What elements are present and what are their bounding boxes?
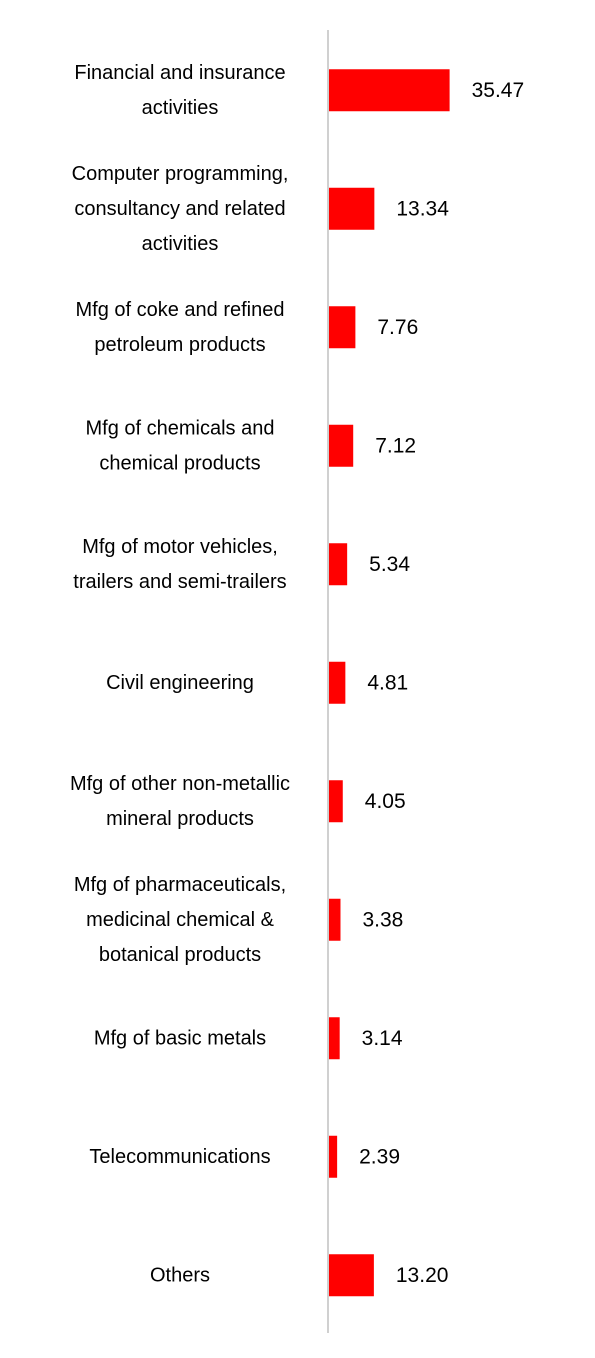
bar-6 <box>329 780 343 823</box>
category-label-line: Computer programming, <box>72 163 289 185</box>
category-label-line: Others <box>150 1264 210 1286</box>
category-label-3: Mfg of chemicals and chemical products <box>86 417 275 474</box>
bar-7 <box>329 898 341 941</box>
category-label-line: mineral products <box>106 808 254 830</box>
bar-9 <box>329 1135 338 1178</box>
category-label-10: Others <box>150 1264 210 1286</box>
value-label-7: 3.38 <box>362 908 403 931</box>
category-label-line: consultancy and related <box>74 198 285 220</box>
bar-1 <box>329 187 375 230</box>
bars-layer <box>329 69 450 1297</box>
category-label-line: activities <box>142 97 219 119</box>
category-label-line: chemical products <box>99 452 260 474</box>
category-label-line: Financial and insurance <box>74 62 285 84</box>
category-label-line: activities <box>142 233 219 255</box>
category-label-2: Mfg of coke and refined petroleum product… <box>75 299 284 356</box>
category-label-line: Telecommunications <box>89 1146 270 1168</box>
bar-8 <box>329 1017 340 1060</box>
category-label-4: Mfg of motor vehicles, trailers and semi-… <box>73 536 286 593</box>
category-label-7: Mfg of pharmaceuticals, medicinal chemica… <box>74 874 286 966</box>
category-label-line: Mfg of coke and refined <box>75 299 284 321</box>
value-label-8: 3.14 <box>362 1027 403 1050</box>
category-label-line: petroleum products <box>94 334 265 356</box>
category-label-6: Mfg of other non-metallic mineral product… <box>70 773 290 830</box>
category-label-line: Mfg of other non-metallic <box>70 773 290 795</box>
bar-0 <box>329 69 450 112</box>
category-label-line: medicinal chemical & <box>86 909 275 931</box>
value-label-9: 2.39 <box>359 1145 400 1168</box>
value-label-3: 7.12 <box>375 434 416 457</box>
category-label-line: Civil engineering <box>106 672 254 694</box>
category-label-9: Telecommunications <box>89 1146 270 1168</box>
category-label-line: Mfg of chemicals and <box>86 417 275 439</box>
category-label-8: Mfg of basic metals <box>94 1027 266 1049</box>
bar-3 <box>329 424 354 467</box>
category-label-1: Computer programming, consultancy and rel… <box>72 163 289 255</box>
value-label-2: 7.76 <box>377 316 418 339</box>
bar-4 <box>329 543 348 586</box>
bar-5 <box>329 661 346 704</box>
category-label-0: Financial and insurance activities <box>74 62 285 119</box>
value-label-0: 35.47 <box>472 79 525 102</box>
category-label-line: Mfg of motor vehicles, <box>82 536 278 558</box>
value-label-6: 4.05 <box>365 790 406 813</box>
bar-10 <box>329 1254 374 1297</box>
category-label-line: Mfg of basic metals <box>94 1027 266 1049</box>
category-labels: Financial and insurance activitiesCompute… <box>70 62 290 1287</box>
value-labels: 35.47 13.34 7.76 7.12 5.34 4.81 4.05 3.38 3.14 2.… <box>359 79 524 1287</box>
value-label-4: 5.34 <box>369 553 410 576</box>
value-label-1: 13.34 <box>396 197 449 220</box>
category-label-line: trailers and semi-trailers <box>73 571 286 593</box>
value-label-5: 4.81 <box>367 671 408 694</box>
category-label-line: botanical products <box>99 944 261 966</box>
category-label-line: Mfg of pharmaceuticals, <box>74 874 286 896</box>
category-label-5: Civil engineering <box>106 672 254 694</box>
bar-2 <box>329 306 356 349</box>
value-label-10: 13.20 <box>396 1264 449 1287</box>
